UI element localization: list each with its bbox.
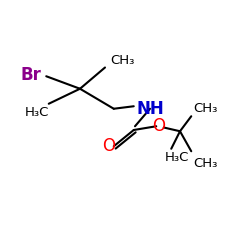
Text: Br: Br bbox=[20, 66, 41, 84]
Text: O: O bbox=[152, 117, 165, 135]
Text: CH₃: CH₃ bbox=[110, 54, 134, 66]
Text: H₃C: H₃C bbox=[25, 106, 50, 119]
Text: H₃C: H₃C bbox=[165, 151, 190, 164]
Text: NH: NH bbox=[136, 100, 164, 118]
Text: CH₃: CH₃ bbox=[194, 157, 218, 170]
Text: O: O bbox=[102, 137, 115, 155]
Text: CH₃: CH₃ bbox=[194, 102, 218, 115]
